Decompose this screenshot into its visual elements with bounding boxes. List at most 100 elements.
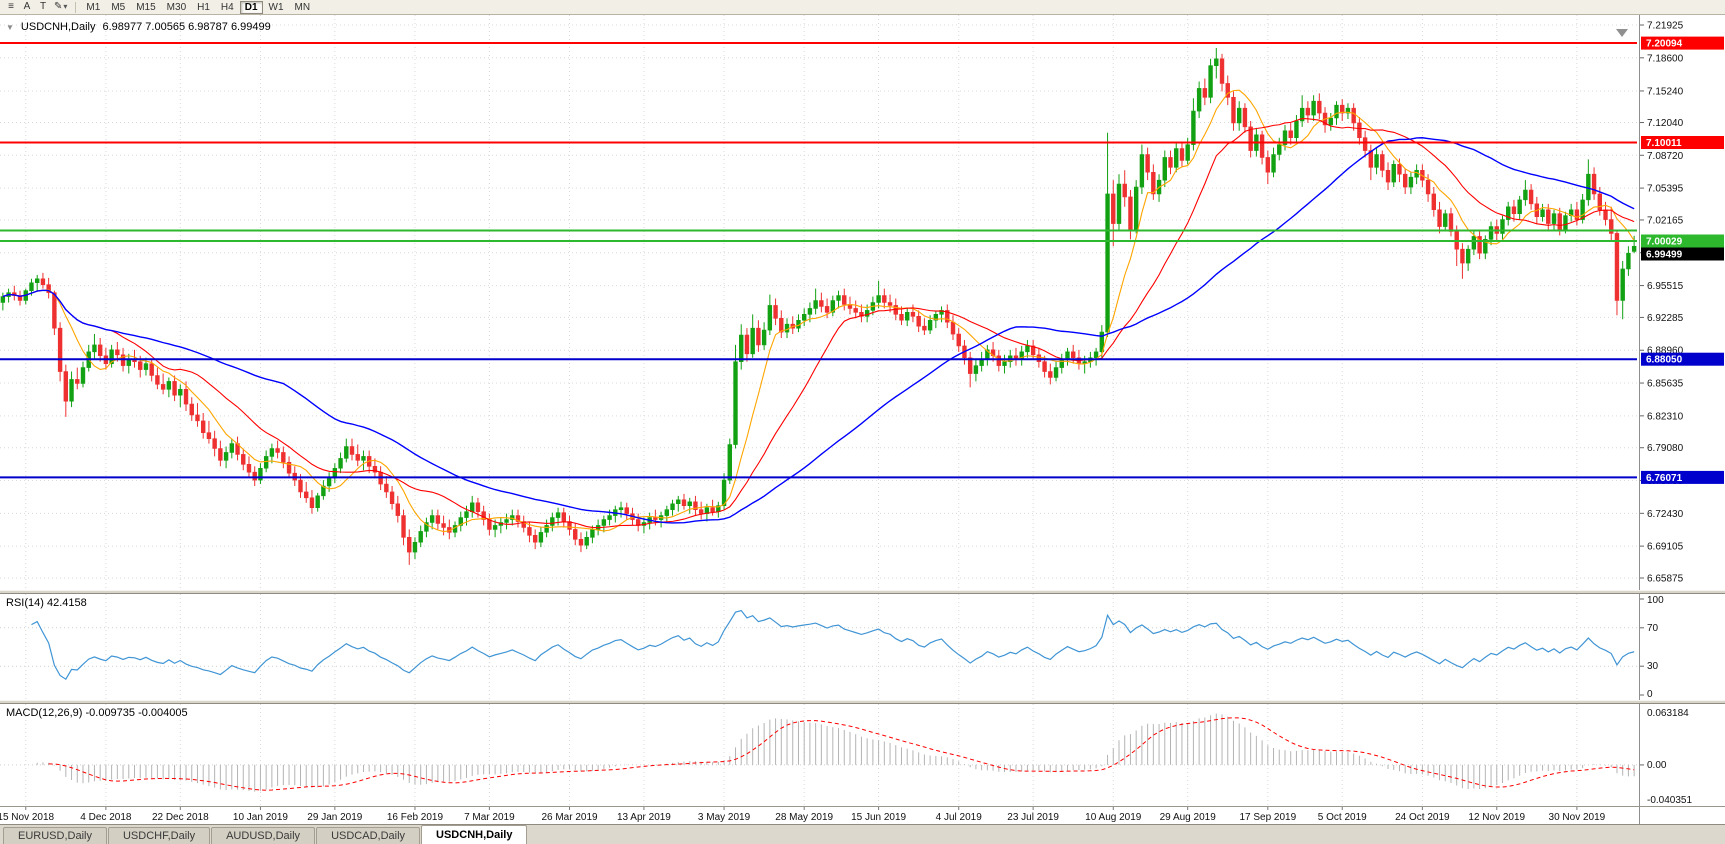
date-axis[interactable]: 15 Nov 2018 4 Dec 2018 22 Dec 2018 10 Jan 2… — [0, 806, 1725, 824]
date-axis-label: 7 Mar 2019 — [464, 812, 515, 823]
timeframe-button-m1[interactable]: M1 — [86, 1, 101, 13]
chart-title: ▼ USDCNH,Daily 6.98977 7.00565 6.98787 6… — [6, 21, 271, 33]
date-axis-label: 10 Jan 2019 — [233, 812, 288, 823]
axis-price-label-box — [1641, 470, 1724, 484]
axis-label: 7.12040 — [1647, 118, 1684, 129]
date-axis-label: 22 Dec 2018 — [152, 812, 209, 823]
chart-ohlc-values: 6.98977 7.00565 6.98787 6.99499 — [102, 21, 271, 33]
axis-label: -0.040351 — [1647, 795, 1692, 806]
date-axis-label: 24 Oct 2019 — [1395, 812, 1450, 823]
axis-price-label-box — [1641, 352, 1724, 366]
axis-label: 0.00 — [1647, 760, 1667, 771]
axis-label: 6.92285 — [1647, 313, 1684, 324]
axis-label: 6.82310 — [1647, 411, 1684, 422]
date-axis-label: 4 Jul 2019 — [936, 812, 983, 823]
charts-menu-icon[interactable]: ≡ — [8, 1, 14, 12]
ma-slow-line — [2, 137, 1635, 524]
axis-label: 7.05395 — [1647, 184, 1684, 195]
axis-label: 6.65875 — [1647, 574, 1684, 585]
timeframe-button-m5[interactable]: M5 — [111, 1, 126, 13]
up-candle-wicks — [2, 47, 1635, 560]
macd-name: MACD(12,26,9) — [6, 707, 83, 719]
axis-label: 6.88050 — [1646, 355, 1683, 366]
rsi-label: RSI(14) 42.4158 — [6, 597, 87, 609]
tab-usdchf-daily[interactable]: USDCHF,Daily — [107, 827, 211, 844]
axis-label: 7.10011 — [1646, 138, 1682, 149]
axis-label: 7.18600 — [1647, 53, 1684, 64]
tab-usdcnh-daily[interactable]: USDCNH,Daily — [421, 825, 528, 844]
macd-histogram — [36, 713, 1635, 792]
chart-tabs-bar: EURUSD,Daily USDCHF,Daily AUDUSD,Daily USDC… — [0, 824, 1725, 844]
symbol-dropdown-icon[interactable]: ▼ — [6, 22, 14, 32]
date-axis-label: 12 Nov 2019 — [1468, 812, 1525, 823]
timeframe-button-w1[interactable]: W1 — [268, 1, 284, 13]
up-candle-bodies — [0, 58, 1637, 553]
axis-label: 0.063184 — [1647, 708, 1689, 719]
timeframe-button-h1[interactable]: H1 — [197, 1, 210, 13]
rsi-line — [31, 609, 1635, 681]
axis-label: 7.00029 — [1646, 237, 1683, 248]
macd-current-values: -0.009735 -0.004005 — [85, 707, 188, 719]
tab-audusd-daily[interactable]: AUDUSD,Daily — [211, 827, 316, 844]
axis-label: 6.79080 — [1647, 443, 1684, 454]
timeframe-button-d1[interactable]: D1 — [239, 0, 263, 14]
axis-label: 7.20094 — [1646, 39, 1683, 50]
timeframe-button-mn[interactable]: MN — [294, 1, 311, 13]
macd-plot[interactable]: 0.063184 0.00 -0.040351 — [0, 704, 1725, 806]
macd-signal-line — [48, 717, 1635, 791]
axis-label: 7.08720 — [1647, 151, 1684, 162]
axis-label: 7.15240 — [1647, 86, 1684, 97]
axis-label: 6.72430 — [1647, 509, 1684, 520]
chevron-down-icon: ▾ — [63, 2, 68, 11]
axis-label: 30 — [1647, 661, 1659, 672]
panel-splitter[interactable] — [0, 590, 1725, 594]
date-axis-label: 23 Jul 2019 — [1007, 812, 1059, 823]
axis-label: 6.85635 — [1647, 379, 1684, 390]
axis-label: 70 — [1647, 623, 1659, 634]
axis-label: 7.02165 — [1647, 215, 1684, 226]
date-axis-label: 28 May 2019 — [775, 812, 833, 823]
date-axis-label: 29 Jan 2019 — [307, 812, 362, 823]
date-axis-label: 15 Jun 2019 — [851, 812, 906, 823]
axis-label: 6.69105 — [1647, 542, 1684, 553]
toolbar-separator — [75, 1, 77, 13]
axis-price-label-box — [1641, 136, 1724, 149]
date-axis-label: 16 Feb 2019 — [387, 812, 444, 823]
date-axis-label: 4 Dec 2018 — [80, 812, 132, 823]
axis-label: 6.99499 — [1646, 250, 1683, 261]
tab-usdcad-daily[interactable]: USDCAD,Daily — [316, 827, 421, 844]
main-chart-panel: 7.21925 7.18600 7.15240 7.12040 7.08720 7.053… — [0, 15, 1725, 590]
date-axis-label: 5 Oct 2019 — [1318, 812, 1367, 823]
macd-label: MACD(12,26,9) -0.009735 -0.004005 — [6, 707, 188, 719]
macd-panel: 0.063184 0.00 -0.040351 MACD(12,26,9) -0.0… — [0, 704, 1725, 806]
axis-price-label-box — [1641, 247, 1724, 261]
date-axis-label: 17 Sep 2019 — [1239, 812, 1296, 823]
timeframe-button-m15[interactable]: M15 — [136, 1, 156, 13]
rsi-plot[interactable]: 100 70 30 0 — [0, 594, 1725, 700]
text-tool-button[interactable]: A — [23, 1, 31, 12]
axis-label: 6.88960 — [1647, 346, 1684, 357]
axis-price-label-box — [1641, 36, 1724, 50]
date-axis-label: 26 Mar 2019 — [541, 812, 598, 823]
crosshair-tool-button[interactable]: T — [39, 1, 47, 12]
timeframe-button-m30[interactable]: M30 — [166, 1, 187, 13]
date-axis-label: 3 May 2019 — [698, 812, 751, 823]
draw-tool-button[interactable]: ✎ ▾ — [54, 1, 68, 12]
date-axis-label: 13 Apr 2019 — [617, 812, 671, 823]
axis-label: 6.95515 — [1647, 281, 1684, 292]
axis-label: 0 — [1647, 689, 1653, 700]
panel-splitter[interactable] — [0, 700, 1725, 704]
chart-symbol-label: USDCNH,Daily — [20, 21, 96, 33]
chart-shift-marker[interactable] — [1616, 29, 1628, 37]
timeframe-button-h4[interactable]: H4 — [220, 1, 234, 13]
tab-eurusd-daily[interactable]: EURUSD,Daily — [3, 827, 107, 844]
date-axis-label: 10 Aug 2019 — [1085, 812, 1142, 823]
ma-fast-line — [2, 89, 1635, 533]
rsi-panel: 100 70 30 0 RSI(14) 42.4158 — [0, 594, 1725, 700]
main-chart-plot[interactable]: 7.21925 7.18600 7.15240 7.12040 7.08720 7.053… — [0, 15, 1725, 590]
date-axis-label: 15 Nov 2018 — [0, 812, 55, 823]
axis-label: 100 — [1647, 595, 1664, 606]
date-axis-label: 29 Aug 2019 — [1160, 812, 1217, 823]
axis-label: 7.21925 — [1647, 21, 1684, 32]
